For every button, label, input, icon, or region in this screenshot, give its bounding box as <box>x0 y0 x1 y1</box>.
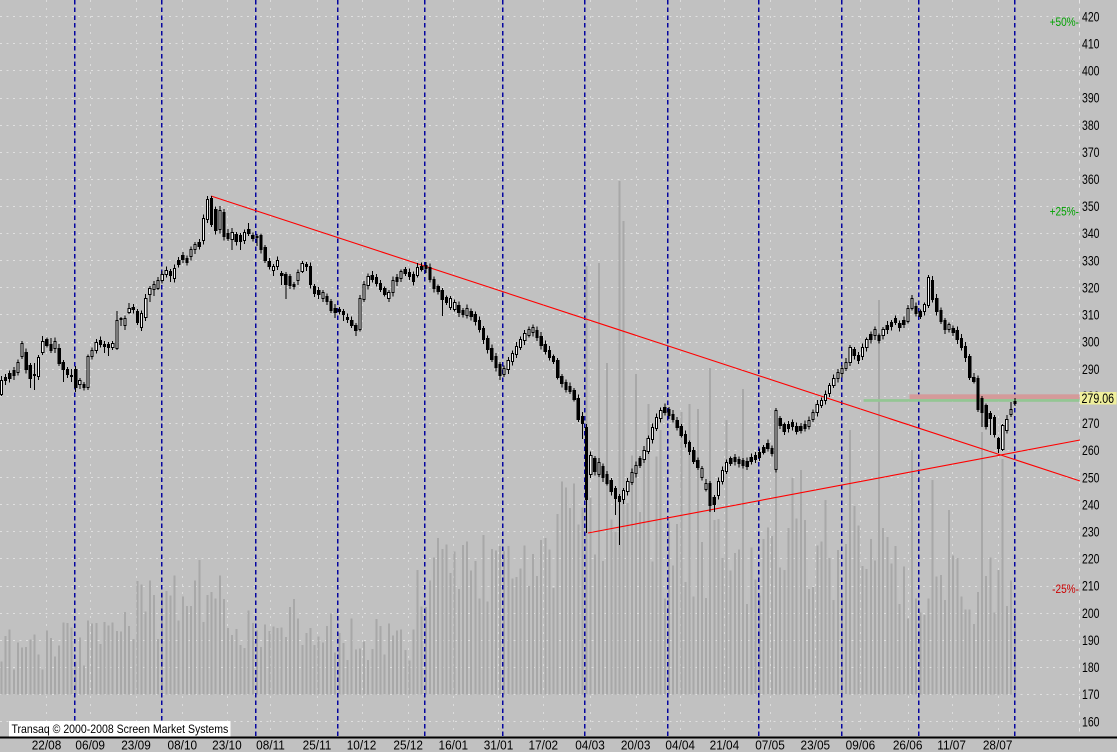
svg-text:390: 390 <box>1082 90 1100 106</box>
svg-text:08/11: 08/11 <box>256 738 285 752</box>
svg-text:25/11: 25/11 <box>303 738 332 752</box>
svg-text:400: 400 <box>1082 63 1100 79</box>
svg-text:270: 270 <box>1082 416 1100 432</box>
svg-text:310: 310 <box>1082 307 1100 323</box>
svg-text:04/04: 04/04 <box>665 738 695 752</box>
svg-text:250: 250 <box>1082 470 1100 486</box>
svg-text:20/03: 20/03 <box>621 738 651 752</box>
svg-text:410: 410 <box>1082 36 1100 52</box>
svg-text:25/12: 25/12 <box>393 738 423 752</box>
svg-text:08/10: 08/10 <box>168 738 198 752</box>
svg-text:26/06: 26/06 <box>893 738 923 752</box>
svg-text:21/04: 21/04 <box>710 738 740 752</box>
svg-text:+50%-: +50%- <box>1050 16 1080 29</box>
svg-text:23/10: 23/10 <box>212 738 242 752</box>
svg-text:320: 320 <box>1082 280 1100 296</box>
svg-text:16/01: 16/01 <box>439 738 469 752</box>
svg-text:31/01: 31/01 <box>484 738 514 752</box>
svg-text:160: 160 <box>1082 714 1100 730</box>
svg-text:190: 190 <box>1082 632 1100 648</box>
svg-text:09/06: 09/06 <box>846 738 876 752</box>
svg-text:240: 240 <box>1082 497 1100 513</box>
svg-text:170: 170 <box>1082 687 1100 703</box>
svg-text:06/09: 06/09 <box>75 738 105 752</box>
svg-text:28/07: 28/07 <box>983 738 1013 752</box>
svg-text:360: 360 <box>1082 172 1100 188</box>
svg-text:420: 420 <box>1082 9 1100 25</box>
svg-text:260: 260 <box>1082 443 1100 459</box>
svg-text:23/05: 23/05 <box>801 738 831 752</box>
svg-text:10/12: 10/12 <box>347 738 377 752</box>
svg-text:Transaq © 2000-2008 Screen Mar: Transaq © 2000-2008 Screen Market System… <box>12 723 229 736</box>
svg-text:11/07: 11/07 <box>937 738 966 752</box>
svg-text:07/05: 07/05 <box>755 738 785 752</box>
svg-text:290: 290 <box>1082 361 1100 377</box>
svg-text:17/02: 17/02 <box>529 738 559 752</box>
svg-text:200: 200 <box>1082 605 1100 621</box>
svg-text:230: 230 <box>1082 524 1100 540</box>
svg-text:220: 220 <box>1082 551 1100 567</box>
svg-text:340: 340 <box>1082 226 1100 242</box>
svg-text:279.06: 279.06 <box>1082 390 1115 406</box>
svg-text:+25%-: +25%- <box>1050 206 1080 219</box>
svg-text:22/08: 22/08 <box>32 738 62 752</box>
svg-text:350: 350 <box>1082 199 1100 215</box>
svg-text:23/09: 23/09 <box>121 738 151 752</box>
svg-text:-25%-: -25%- <box>1052 583 1079 596</box>
svg-text:180: 180 <box>1082 660 1100 676</box>
svg-text:380: 380 <box>1082 117 1100 133</box>
svg-text:04/03: 04/03 <box>575 738 605 752</box>
svg-text:330: 330 <box>1082 253 1100 269</box>
svg-text:210: 210 <box>1082 578 1100 594</box>
svg-text:300: 300 <box>1082 334 1100 350</box>
svg-text:370: 370 <box>1082 144 1100 160</box>
